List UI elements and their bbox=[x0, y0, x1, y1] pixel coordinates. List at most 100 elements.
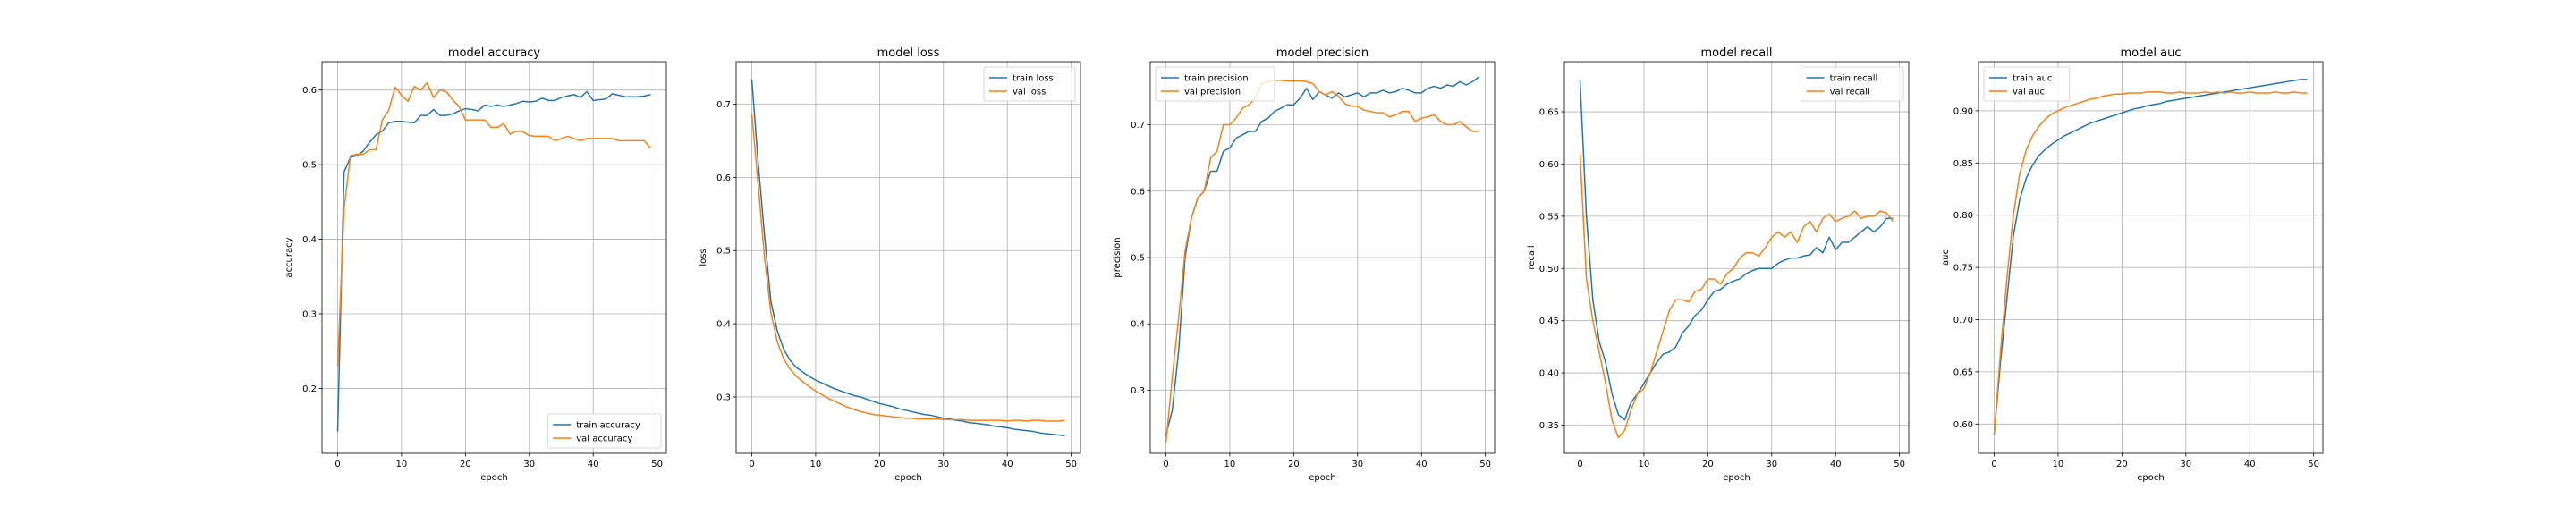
series-line-train bbox=[336, 90, 651, 432]
x-tick-label: 10 bbox=[396, 460, 408, 469]
legend-label: val precision bbox=[1184, 88, 1241, 97]
y-tick-label: 0.35 bbox=[1539, 421, 1559, 431]
x-tick-label: 30 bbox=[523, 460, 535, 469]
legend: train loss val loss bbox=[983, 66, 1076, 102]
x-axis-label: epoch bbox=[1309, 473, 1335, 483]
series-line-val bbox=[1993, 91, 2308, 435]
legend-box bbox=[983, 66, 1076, 102]
y-axis-label: recall bbox=[1527, 245, 1537, 269]
x-tick-label: 0 bbox=[1991, 460, 1996, 469]
x-tick-label: 30 bbox=[1766, 460, 1777, 469]
x-tick-label: 20 bbox=[1702, 460, 1714, 469]
y-tick-label: 0.3 bbox=[716, 393, 731, 402]
legend-box bbox=[547, 413, 662, 449]
y-tick-label: 0.60 bbox=[1953, 420, 1973, 430]
chart-panel-4: 0 10 20 30 40 50 0.60 0.65 0.70 0.75 0.80 0.85 0.90 m… bbox=[1941, 46, 2324, 483]
legend-label: train precision bbox=[1184, 74, 1249, 84]
x-axis-label: epoch bbox=[894, 473, 921, 483]
x-tick-label: 20 bbox=[460, 460, 471, 469]
y-tick-label: 0.5 bbox=[716, 247, 731, 257]
y-tick-label: 0.70 bbox=[1953, 316, 1973, 325]
x-tick-label: 50 bbox=[2308, 460, 2319, 469]
x-tick-label: 10 bbox=[810, 460, 822, 469]
y-tick-label: 0.4 bbox=[1131, 320, 1145, 330]
x-tick-label: 20 bbox=[874, 460, 886, 469]
y-tick-label: 0.55 bbox=[1539, 212, 1559, 222]
x-tick-label: 20 bbox=[2116, 460, 2128, 469]
x-tick-label: 30 bbox=[1352, 460, 1363, 469]
y-tick-label: 0.6 bbox=[302, 86, 317, 96]
y-tick-label: 0.60 bbox=[1539, 160, 1559, 170]
x-tick-label: 40 bbox=[588, 460, 599, 469]
series-line-train bbox=[750, 79, 1065, 437]
y-tick-label: 0.3 bbox=[302, 309, 317, 319]
y-tick-label: 0.7 bbox=[1131, 121, 1145, 131]
chart-panel-1: 0 10 20 30 40 50 0.3 0.4 0.5 0.6 0.7 model loss epoc… bbox=[699, 46, 1081, 483]
legend: train precision val precision bbox=[1155, 66, 1275, 102]
chart-panel-3: 0 10 20 30 40 50 0.35 0.40 0.45 0.50 0.55 0.60 0.65 m… bbox=[1527, 46, 1910, 483]
chart-title: model recall bbox=[1700, 46, 1772, 60]
y-tick-label: 0.65 bbox=[1953, 367, 1973, 377]
x-axis-label: epoch bbox=[480, 473, 507, 483]
legend-label: train auc bbox=[2012, 74, 2052, 84]
series-line-train bbox=[1165, 76, 1479, 436]
y-tick-label: 0.85 bbox=[1953, 159, 1973, 169]
legend-box bbox=[1983, 66, 2071, 102]
y-tick-label: 0.3 bbox=[1131, 386, 1145, 396]
y-tick-label: 0.65 bbox=[1539, 108, 1559, 118]
series-line-train bbox=[1579, 80, 1894, 421]
chart-title: model auc bbox=[2121, 46, 2182, 60]
x-tick-label: 50 bbox=[1479, 460, 1491, 469]
y-tick-label: 0.2 bbox=[302, 384, 317, 394]
x-tick-label: 10 bbox=[1224, 460, 1236, 469]
plot-frame bbox=[735, 61, 1081, 454]
plot-frame bbox=[321, 61, 667, 454]
y-tick-label: 0.6 bbox=[1131, 187, 1145, 197]
legend-label: train loss bbox=[1013, 74, 1054, 84]
x-tick-label: 30 bbox=[937, 460, 949, 469]
legend-label: val auc bbox=[2012, 88, 2045, 97]
chart-title: model accuracy bbox=[448, 46, 541, 60]
x-tick-label: 20 bbox=[1288, 460, 1300, 469]
x-tick-label: 0 bbox=[749, 460, 754, 469]
y-axis-label: precision bbox=[1113, 237, 1123, 277]
y-tick-label: 0.45 bbox=[1539, 317, 1559, 326]
y-axis-label: loss bbox=[699, 249, 708, 266]
x-tick-label: 0 bbox=[1163, 460, 1168, 469]
y-axis-label: accuracy bbox=[284, 237, 294, 277]
series-line-val bbox=[1165, 80, 1479, 443]
x-tick-label: 40 bbox=[1416, 460, 1428, 469]
y-tick-label: 0.7 bbox=[716, 100, 731, 110]
legend-label: val recall bbox=[1830, 88, 1870, 97]
y-tick-label: 0.75 bbox=[1953, 264, 1973, 274]
x-tick-label: 0 bbox=[1577, 460, 1582, 469]
y-tick-label: 0.5 bbox=[1131, 254, 1145, 264]
y-tick-label: 0.40 bbox=[1539, 369, 1559, 379]
x-tick-label: 40 bbox=[1002, 460, 1013, 469]
y-tick-label: 0.80 bbox=[1953, 211, 1973, 221]
chart-title: model loss bbox=[877, 46, 940, 60]
y-tick-label: 0.4 bbox=[302, 235, 317, 245]
x-tick-label: 40 bbox=[1830, 460, 1842, 469]
x-axis-label: epoch bbox=[2137, 473, 2164, 483]
legend-label: val accuracy bbox=[576, 435, 632, 444]
x-tick-label: 10 bbox=[2053, 460, 2064, 469]
legend-label: val loss bbox=[1013, 88, 1046, 97]
y-tick-label: 0.4 bbox=[716, 320, 731, 330]
chart-panel-0: 0 10 20 30 40 50 0.2 0.3 0.4 0.5 0.6 model accuracy… bbox=[284, 46, 667, 483]
y-tick-label: 0.90 bbox=[1953, 106, 1973, 116]
legend: train recall val recall bbox=[1801, 66, 1904, 102]
x-tick-label: 30 bbox=[2180, 460, 2191, 469]
x-tick-label: 0 bbox=[335, 460, 340, 469]
y-tick-label: 0.6 bbox=[716, 173, 731, 183]
x-tick-label: 50 bbox=[1894, 460, 1905, 469]
y-tick-label: 0.5 bbox=[302, 161, 317, 171]
chart-title: model precision bbox=[1276, 46, 1368, 60]
y-tick-label: 0.50 bbox=[1539, 265, 1559, 274]
series-line-train bbox=[1993, 79, 2308, 435]
y-axis-label: auc bbox=[1941, 249, 1951, 266]
series-line-val bbox=[336, 81, 652, 367]
series-line-val bbox=[750, 114, 1065, 422]
legend-box bbox=[1801, 66, 1904, 102]
